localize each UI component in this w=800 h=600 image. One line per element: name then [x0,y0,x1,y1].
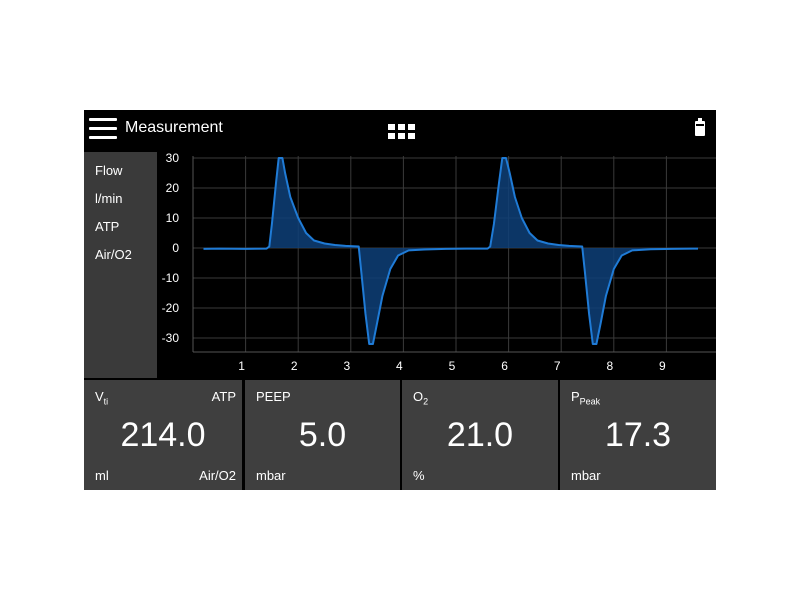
tile-label-main: PEEP [256,389,291,404]
x-tick-label: 7 [554,359,561,373]
channel-gas: Air/O2 [95,247,132,262]
x-tick-label: 8 [606,359,613,373]
y-tick-label: 0 [172,241,179,255]
battery-icon [694,118,706,136]
flow-area [203,158,698,344]
tile-value: 21.0 [446,416,514,454]
y-tick-label: 30 [166,152,180,165]
tile-unit: ml [95,468,109,483]
channel-condition: ATP [95,219,120,234]
tile-label-subscript: ti [103,396,109,407]
x-tick-label: 2 [291,359,298,373]
tile-unit: mbar [571,468,601,483]
x-tick-label: 3 [343,359,350,373]
page-title: Measurement [125,119,223,136]
tile-unit: mbar [256,468,286,483]
tile-vti[interactable]: Vti 214.0 ml ATP Air/O2 [84,380,242,490]
y-tick-label: 10 [166,211,180,225]
flow-line [203,157,698,345]
y-tick-label: -20 [162,301,180,315]
tile-label: O2 [413,389,428,407]
tile-label: PEEP [256,389,291,404]
tile-label-subscript: Peak [579,396,601,407]
tile-o2[interactable]: O2 21.0% [402,380,558,490]
x-tick-label: 4 [396,359,403,373]
channel-unit: l/min [95,191,123,206]
tile-label-main: V [95,389,104,404]
tile-label-main: O [413,389,424,404]
tile-label-subscript: 2 [423,396,429,407]
tile-label-main: P [571,389,580,404]
tile-value: 5.0 [298,416,347,454]
x-tick-label: 5 [449,359,456,373]
channel-info-panel[interactable]: Flow l/min ATP Air/O2 [84,152,157,378]
x-tick-label: 9 [659,359,666,373]
flow-chart-svg: 30 20 10 0 -10 -20 -30 1 2 3 4 5 6 7 8 9 [162,152,716,373]
tile-condition: ATP [211,389,236,404]
tile-label: Vti [95,389,108,407]
flow-chart[interactable]: 30 20 10 0 -10 -20 -30 1 2 3 4 5 6 7 8 9 [157,152,716,378]
y-tick-label: 20 [166,181,180,195]
top-bar: Measurement [84,110,716,152]
x-tick-label: 1 [238,359,245,373]
tile-label: PPeak [571,389,600,407]
y-tick-label: -10 [162,271,180,285]
grid-icon[interactable] [388,124,416,143]
measurement-tiles: Vti 214.0 ml ATP Air/O2 PEEP 5.0 mbar O2 21.0% PPe… [84,380,716,490]
channel-name: Flow [95,163,123,178]
tile-peep[interactable]: PEEP 5.0 mbar [245,380,400,490]
tile-unit: % [413,468,425,483]
menu-icon[interactable] [89,118,117,140]
tile-value: 17.3 [604,416,672,454]
tile-value: 214.0 [120,416,206,454]
tile-gas: Air/O2 [199,468,236,483]
tile-ppeak[interactable]: PPeak 17.3 mbar [560,380,716,490]
device-screen: Measurement Flow l/min ATP Air/O2 30 20 10… [84,110,716,490]
x-tick-label: 6 [501,359,508,373]
y-tick-label: -30 [162,331,180,345]
